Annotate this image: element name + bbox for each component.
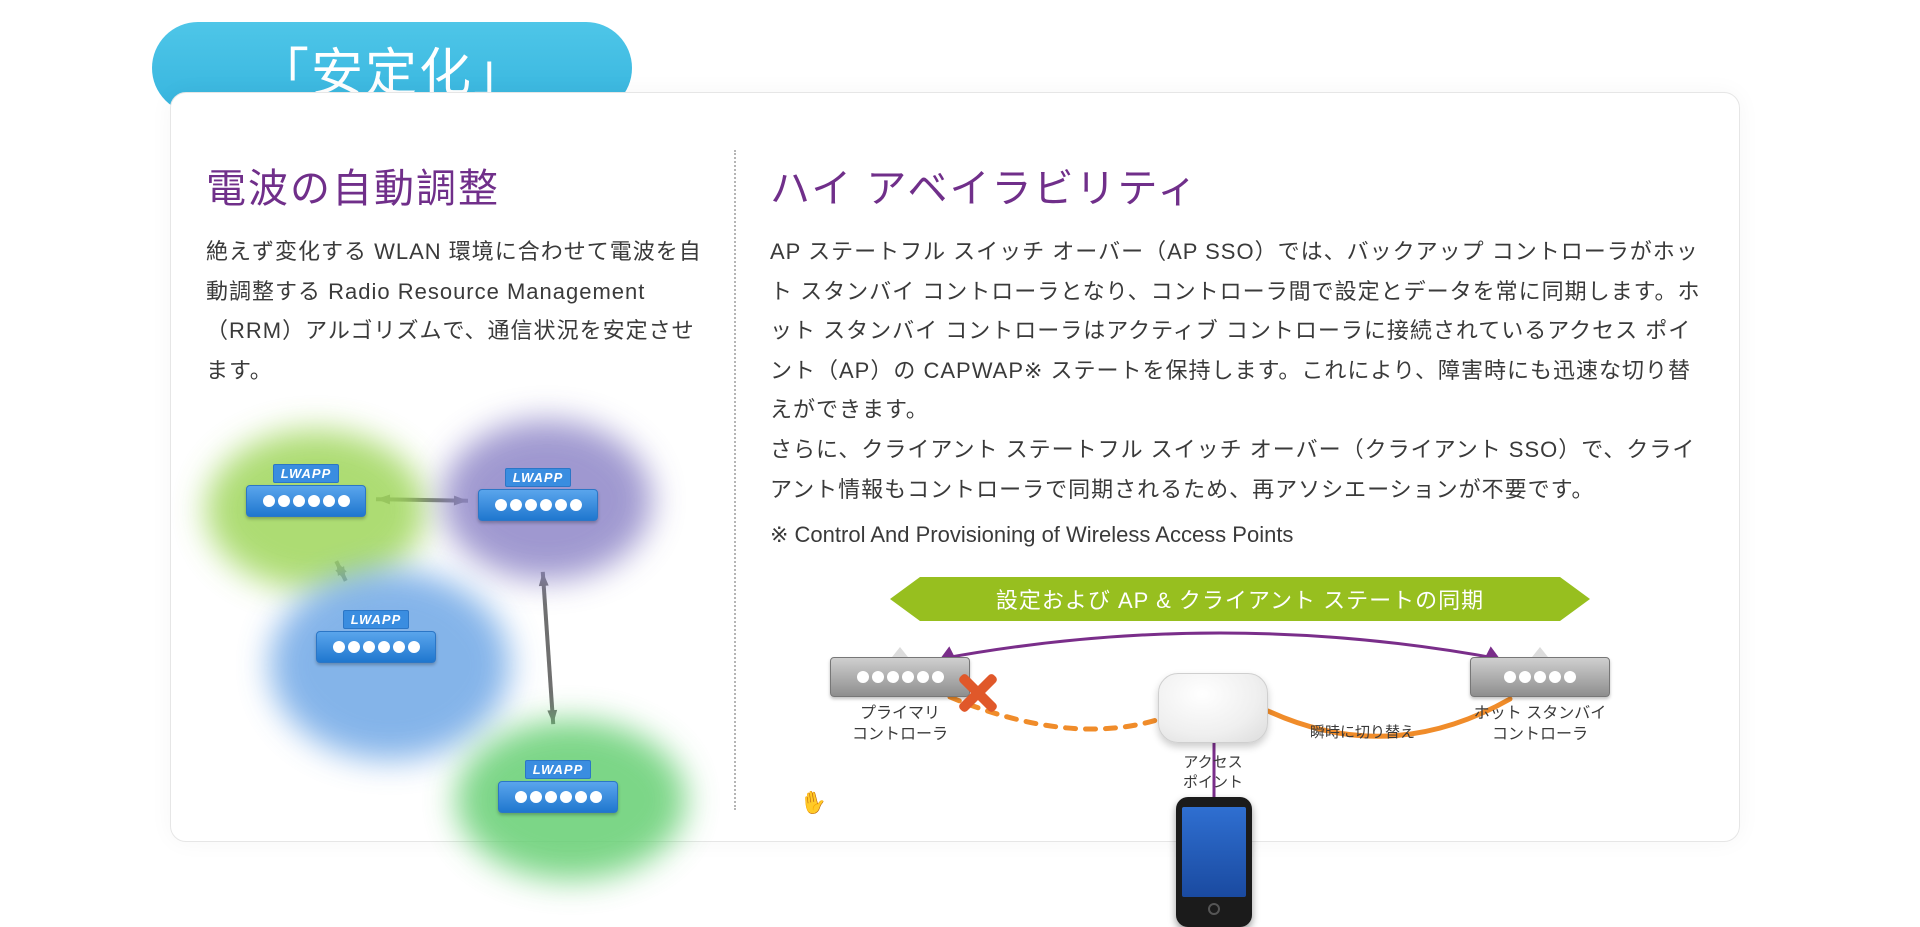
lwapp-ap: LWAPP	[246, 464, 366, 517]
rrm-diagram: LWAPP LWAPP LWAPP LWAPP	[206, 420, 706, 860]
left-body: 絶えず変化する WLAN 環境に合わせて電波を自動調整する Radio Reso…	[206, 232, 706, 390]
lwapp-ap: LWAPP	[478, 468, 598, 521]
access-point-node	[1158, 673, 1268, 743]
ha-sync-banner-label: 設定および AP & クライアント ステートの同期	[996, 583, 1484, 615]
controller-chassis	[830, 657, 970, 697]
hand-cursor-icon: ✋	[798, 788, 830, 818]
controller-chassis	[1470, 657, 1610, 697]
ha-sync-banner: 設定および AP & クライアント ステートの同期	[920, 577, 1560, 621]
lwapp-ap-label: LWAPP	[273, 464, 339, 483]
left-heading: 電波の自動調整	[206, 156, 706, 214]
lwapp-ap: LWAPP	[316, 610, 436, 663]
right-heading: ハイ アベイラビリティ	[770, 156, 1710, 214]
right-body: AP ステートフル スイッチ オーバー（AP SSO）では、バックアップ コント…	[770, 232, 1710, 509]
right-column: ハイ アベイラビリティ AP ステートフル スイッチ オーバー（AP SSO）で…	[770, 156, 1710, 917]
access-point-caption: アクセス ポイント	[1158, 753, 1268, 794]
ha-diagram: 設定および AP & クライアント ステートの同期 プライマリ コントローラ ホッ…	[770, 577, 1670, 917]
primary-controller: プライマリ コントローラ	[830, 657, 970, 746]
lwapp-ap-label: LWAPP	[525, 760, 591, 779]
lwapp-ap-body	[498, 781, 618, 813]
lwapp-ap-label: LWAPP	[505, 468, 571, 487]
lwapp-ap-body	[478, 489, 598, 521]
controller-caption: プライマリ コントローラ	[830, 703, 970, 746]
left-column: 電波の自動調整 絶えず変化する WLAN 環境に合わせて電波を自動調整する Ra…	[206, 156, 706, 860]
lwapp-ap: LWAPP	[498, 760, 618, 813]
standby-controller: ホット スタンバイ コントローラ	[1470, 657, 1610, 746]
coverage-glow	[270, 570, 510, 760]
right-footnote: ※ Control And Provisioning of Wireless A…	[770, 515, 1710, 555]
controller-caption: ホット スタンバイ コントローラ	[1470, 703, 1610, 746]
lwapp-ap-label: LWAPP	[343, 610, 409, 629]
switchover-caption: 瞬時に切り替え	[1310, 723, 1415, 743]
failure-cross-icon	[956, 671, 1000, 715]
column-divider	[734, 150, 736, 810]
client-phone	[1176, 797, 1252, 927]
lwapp-ap-body	[246, 485, 366, 517]
lwapp-ap-body	[316, 631, 436, 663]
